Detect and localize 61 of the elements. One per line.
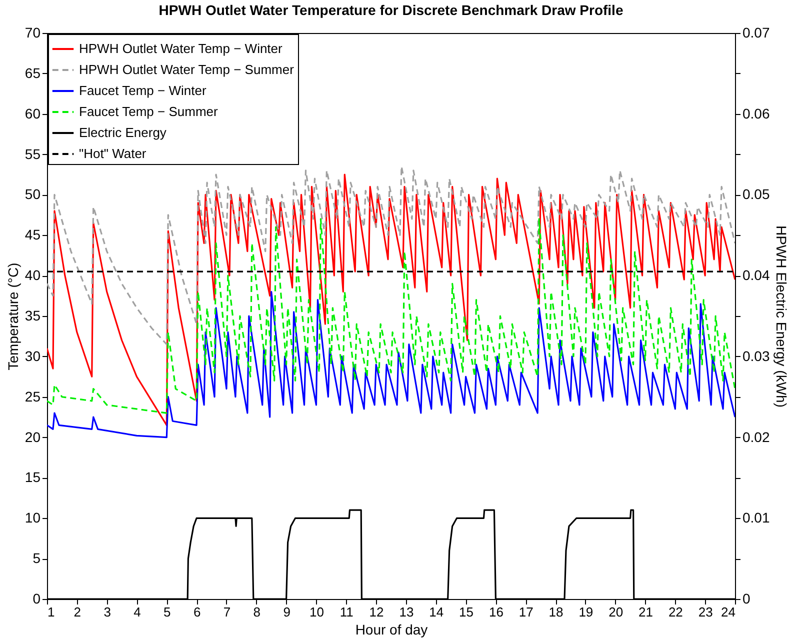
x-tick-label: 5 (164, 604, 171, 620)
x-tick-label: 17 (518, 604, 534, 620)
y-tick-label: 20 (24, 428, 41, 445)
line-series (47, 174, 735, 426)
y-tick-label: 10 (24, 510, 41, 526)
legend-label: Electric Energy (79, 125, 167, 140)
y-tick-label: 50 (24, 186, 41, 202)
x-tick-label: 18 (548, 604, 564, 620)
y-tick-label: 15 (24, 469, 41, 486)
y2-tick-label: 0.04 (742, 267, 770, 284)
y-tick-label: 0 (32, 590, 41, 606)
y-tick-label: 35 (24, 308, 41, 324)
y2-tick-label: 0.07 (742, 24, 770, 40)
y2-tick-label: 0.05 (742, 186, 770, 202)
y-tick-label: 55 (24, 146, 41, 162)
line-series (47, 166, 735, 346)
y2-tick-label: 0.02 (742, 428, 770, 445)
x-tick-label: 13 (399, 604, 414, 620)
y2-tick-label: 0.06 (742, 105, 770, 122)
x-axis-title: Hour of day (355, 622, 428, 638)
x-tick-label: 11 (340, 604, 354, 620)
legend-label: Faucet Temp − Summer (79, 104, 219, 119)
x-tick-label: 2 (74, 604, 82, 620)
x-tick-label: 7 (223, 604, 231, 620)
x-tick-label: 21 (638, 604, 653, 620)
x-tick-label: 8 (253, 604, 261, 620)
y-tick-label: 60 (24, 105, 41, 122)
y-tick-label: 40 (24, 267, 41, 284)
legend-label: HPWH Outlet Water Temp − Summer (79, 62, 295, 77)
x-tick-label: 20 (608, 604, 624, 620)
y-tick-label: 65 (24, 64, 41, 81)
x-tick-label: 1 (48, 604, 55, 620)
y-tick-label: 45 (24, 226, 41, 243)
x-tick-label: 19 (578, 604, 594, 620)
x-tick-label: 23 (698, 604, 713, 620)
x-tick-label: 3 (104, 604, 111, 620)
y2-tick-label: 0.01 (742, 510, 770, 526)
x-tick-label: 10 (309, 604, 324, 620)
y-tick-label: 30 (24, 348, 41, 364)
y-tick-label: 25 (24, 388, 41, 404)
x-tick-label: 16 (488, 604, 504, 620)
x-tick-label: 4 (134, 604, 141, 620)
x-tick-label: 6 (193, 604, 201, 620)
x-tick-label: 15 (459, 604, 474, 620)
y2-tick-label: 0 (742, 590, 750, 606)
legend-label: HPWH Outlet Water Temp − Winter (79, 41, 284, 56)
y-tick-label: 70 (24, 24, 41, 40)
x-tick-label: 12 (369, 604, 384, 620)
x-tick-label: 22 (668, 604, 683, 620)
chart-title: HPWH Outlet Water Temperature for Discrete Benchmark Draw Profile (158, 2, 624, 18)
line-series (47, 290, 735, 438)
legend-label: Faucet Temp − Winter (79, 83, 207, 98)
line-series (47, 218, 735, 414)
x-tick-label: 9 (283, 604, 290, 620)
y2-tick-label: 0.03 (742, 348, 770, 364)
legend-label: "Hot" Water (79, 146, 147, 161)
y-tick-label: 5 (32, 550, 41, 566)
y-axis-title: Temperature (°C) (4, 262, 21, 370)
x-tick-label: 24 (721, 604, 736, 620)
x-tick-label: 14 (429, 604, 444, 620)
y2-axis-title: HPWH Electric Energy (kWh) (774, 225, 790, 408)
